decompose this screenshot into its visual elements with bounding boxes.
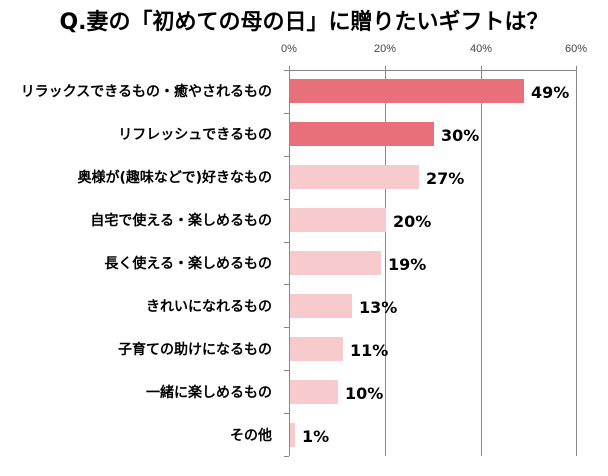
bar <box>290 337 343 361</box>
category-tick <box>284 199 289 200</box>
data-label: 20% <box>393 212 432 231</box>
category-tick <box>284 70 289 71</box>
bar <box>290 251 381 275</box>
category-label: 長く使える・楽しめるもの <box>104 256 272 272</box>
data-label: 49% <box>531 83 570 102</box>
chart-title: Q.妻の「初めての母の日」に贈りたいギフトは？ <box>59 10 549 35</box>
category-tick <box>284 284 289 285</box>
category-label: 奥様が(趣味などで)好きなもの <box>77 170 272 186</box>
bar <box>290 380 338 404</box>
x-tick-label: 0% <box>281 43 297 55</box>
category-tick <box>284 370 289 371</box>
category-label: きれいになれるもの <box>146 299 272 315</box>
gridline <box>576 66 577 456</box>
category-label: 子育ての助けになるもの <box>118 342 272 358</box>
x-axis-line <box>289 70 576 71</box>
y-axis-line <box>289 66 290 456</box>
category-label: リフレッシュできるもの <box>118 127 272 143</box>
category-tick <box>284 113 289 114</box>
gridline <box>385 66 386 456</box>
x-tick-label: 60% <box>564 43 588 55</box>
bar <box>290 79 524 103</box>
data-label: 13% <box>359 298 398 317</box>
bar <box>290 208 386 232</box>
data-label: 11% <box>350 341 389 360</box>
gridline <box>481 66 482 456</box>
data-label: 1% <box>302 427 330 446</box>
data-label: 27% <box>426 169 465 188</box>
x-tick-label: 20% <box>373 43 397 55</box>
category-tick <box>284 413 289 414</box>
data-label: 19% <box>388 255 427 274</box>
category-label: 自宅で使える・楽しめるもの <box>90 213 272 229</box>
category-label: その他 <box>230 428 272 444</box>
bar <box>290 294 352 318</box>
category-label: 一緒に楽しめるもの <box>146 385 272 401</box>
category-tick <box>284 456 289 457</box>
category-tick <box>284 327 289 328</box>
bar <box>290 165 419 189</box>
bar <box>290 423 295 447</box>
category-tick <box>284 242 289 243</box>
bar <box>290 122 434 146</box>
category-label: リラックスできるもの・癒やされるもの <box>20 84 272 100</box>
x-tick-label: 40% <box>469 43 493 55</box>
data-label: 30% <box>441 126 480 145</box>
data-label: 10% <box>345 384 384 403</box>
category-tick <box>284 156 289 157</box>
